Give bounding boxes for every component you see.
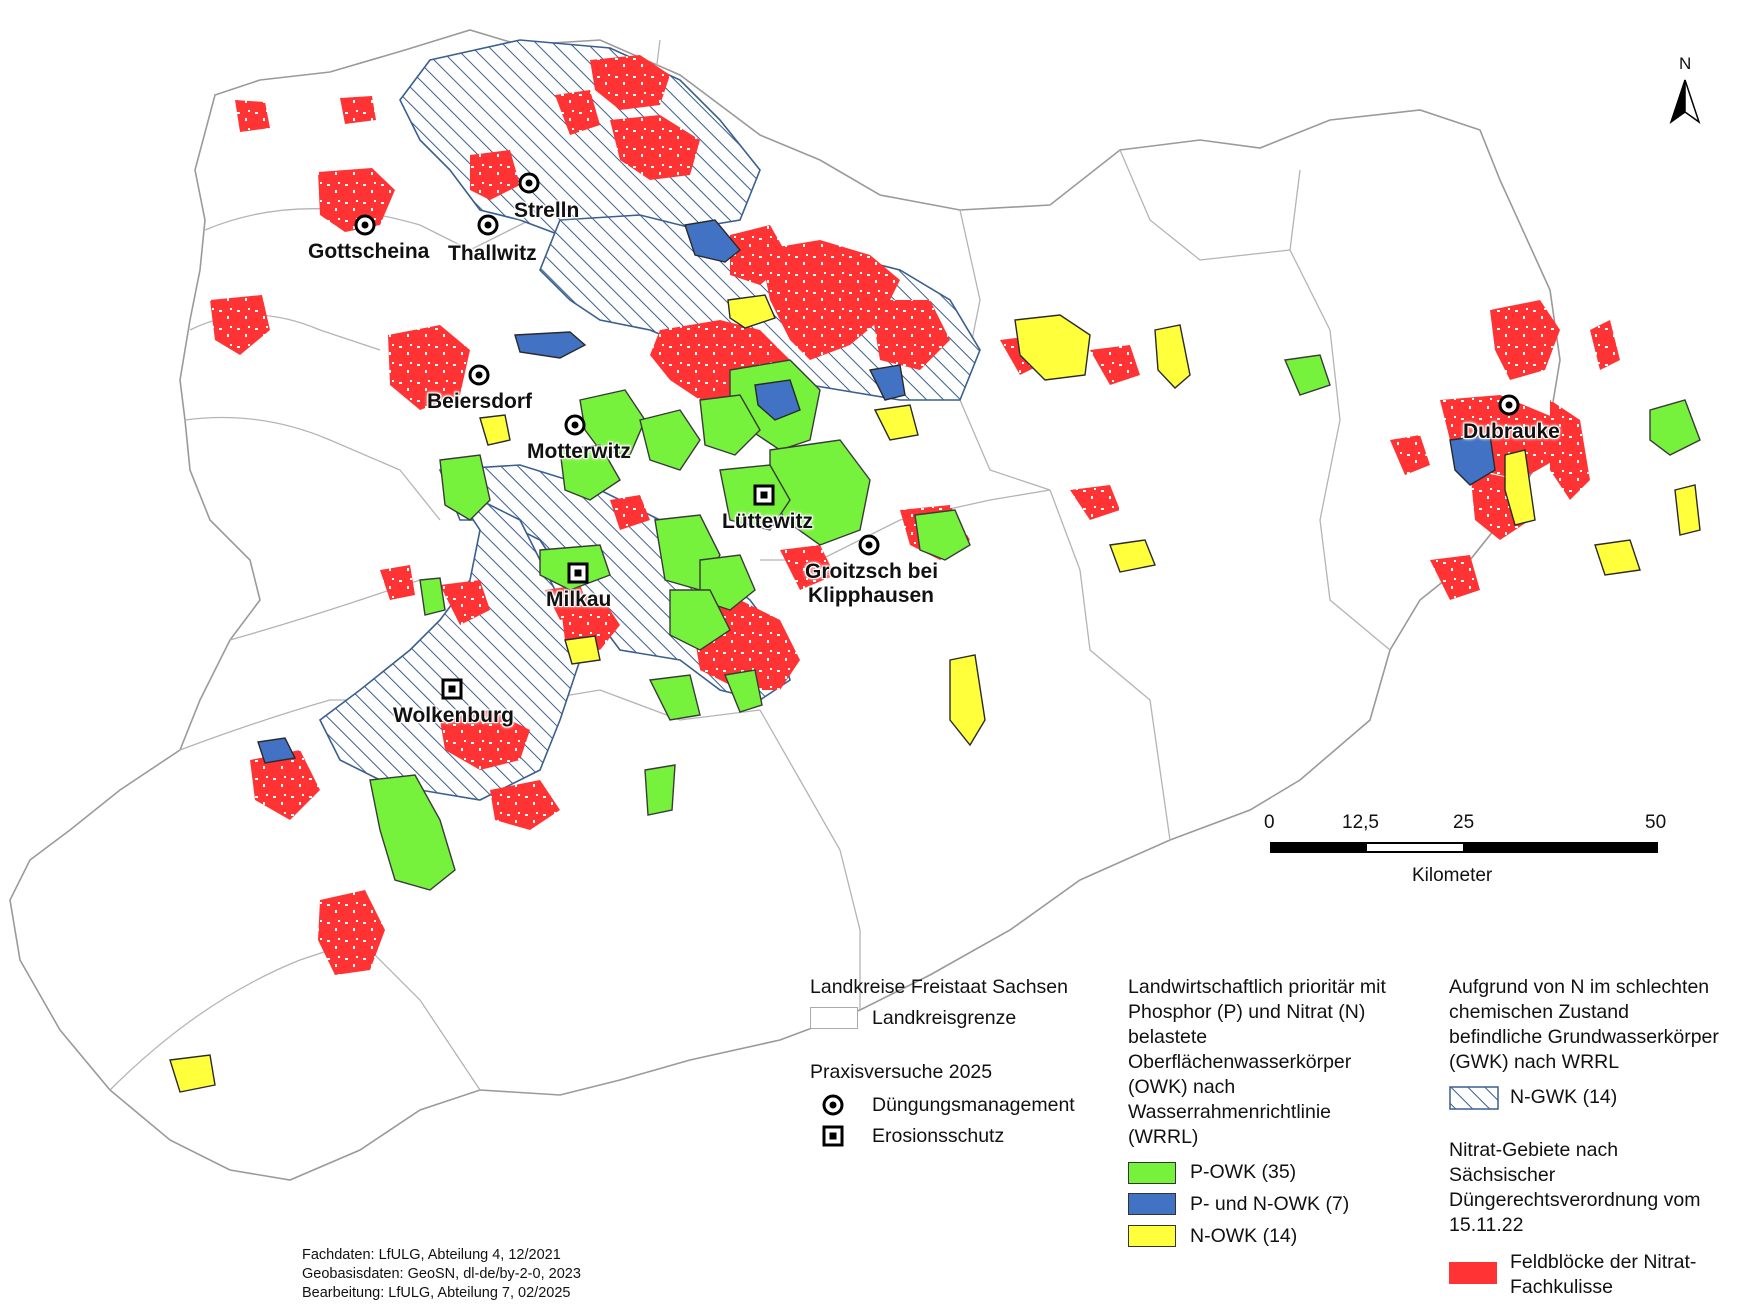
legend-p-n-owk-swatch <box>1128 1193 1176 1215</box>
legend-landkreisgrenze-swatch <box>810 1007 858 1029</box>
duengung-marker-icon <box>354 214 376 236</box>
site-label-luettewitz: Lüttewitz <box>722 510 813 533</box>
site-label-beiersdorf: Beiersdorf <box>427 390 533 413</box>
p-n-owk-areas <box>257 219 1496 764</box>
duengung-marker-icon <box>1498 394 1520 416</box>
duengung-marker-icon <box>858 534 880 556</box>
legend-landkreisgrenze-label: Landkreisgrenze <box>872 1007 1017 1029</box>
north-label: N <box>1679 54 1692 73</box>
scale-tick: 25 <box>1453 812 1475 833</box>
scale-tick: 12,5 <box>1342 812 1379 833</box>
legend-n-owk-swatch <box>1128 1225 1176 1247</box>
landkreis-boundaries <box>109 39 1391 1091</box>
legend-nitrat-swatch <box>1449 1262 1497 1284</box>
site-label-groitzsch-2: Klipphausen <box>808 584 935 607</box>
erosion-marker-icon <box>753 484 775 506</box>
legend-owk-title: Landwirtschaftlich prioritär mit Phospho… <box>1128 976 1386 1148</box>
p-owk-areas <box>369 354 1701 891</box>
credits: Fachdaten: LfULG, Abteilung 4, 12/2021 G… <box>302 1247 581 1301</box>
duengung-marker-icon <box>564 414 586 436</box>
scale-unit: Kilometer <box>1412 865 1493 886</box>
legend-praxis-title: Praxisversuche 2025 <box>810 1061 993 1083</box>
scale-tick: 50 <box>1645 812 1667 833</box>
legend-p-owk-label: P-OWK (35) <box>1190 1161 1297 1183</box>
duengung-marker-icon <box>518 172 540 194</box>
legend-erosion-label: Erosionsschutz <box>872 1125 1005 1147</box>
saxony-outline <box>9 29 1561 1181</box>
legend-erosion-icon <box>822 1125 844 1147</box>
legend-p-owk-swatch <box>1128 1162 1176 1184</box>
north-arrow-icon <box>1669 79 1701 124</box>
erosion-marker-icon <box>567 562 589 584</box>
legend-p-n-owk-label: P- und N-OWK (7) <box>1190 1193 1350 1215</box>
site-label-dubrauke: Dubrauke <box>1463 420 1560 443</box>
legend-landkreise-title: Landkreise Freistaat Sachsen <box>810 976 1068 998</box>
legend-n-owk-label: N-OWK (14) <box>1190 1225 1298 1247</box>
legend-duengung-label: Düngungsmanagement <box>872 1094 1075 1116</box>
legend-n-gwk-label: N-GWK (14) <box>1510 1086 1618 1108</box>
legend-duengung-icon <box>822 1094 844 1116</box>
scale-tick: 0 <box>1264 812 1275 833</box>
legend-gwk-title: Aufgrund von N im schlechten chemischen … <box>1449 976 1719 1073</box>
scale-bar <box>1270 842 1658 853</box>
site-label-thallwitz: Thallwitz <box>448 242 537 265</box>
site-label-wolkenburg: Wolkenburg <box>393 704 514 727</box>
site-label-strelln: Strelln <box>514 199 580 222</box>
erosion-marker-icon <box>441 678 463 700</box>
site-label-motterwitz: Motterwitz <box>527 440 631 463</box>
site-label-groitzsch-1: Groitzsch bei <box>805 560 939 583</box>
legend-n-gwk-swatch <box>1449 1086 1499 1110</box>
duengung-marker-icon <box>477 214 499 236</box>
duengung-marker-icon <box>468 364 490 386</box>
site-label-gottscheina: Gottscheina <box>308 240 430 263</box>
n-owk-areas <box>169 294 1701 1093</box>
legend-nitrat-title: Nitrat-Gebiete nach Sächsischer Düngerec… <box>1449 1139 1701 1236</box>
site-label-milkau: Milkau <box>546 588 612 611</box>
legend-nitrat-label: Feldblöcke der Nitrat- Fachkulisse <box>1510 1251 1697 1298</box>
